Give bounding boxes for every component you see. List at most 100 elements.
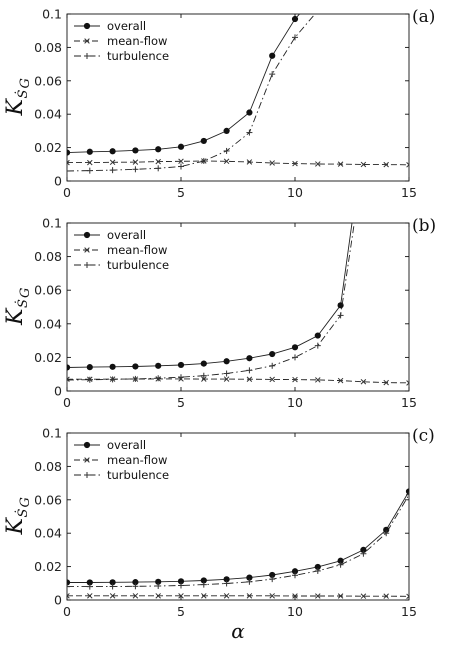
data-point-turbulence [292, 34, 298, 41]
data-point-turbulence [86, 376, 93, 383]
data-point-mean-flow [315, 377, 321, 383]
x-tick-label: 0 [63, 395, 71, 410]
data-point-turbulence [86, 583, 93, 590]
y-tick-label: 0.1 [42, 216, 62, 231]
data-point-overall [155, 578, 162, 585]
data-point-overall [291, 15, 299, 23]
data-point-overall [269, 52, 276, 59]
y-tick-label: 0.1 [42, 7, 62, 22]
series-line-mean-flow [67, 160, 409, 166]
data-point-overall [223, 576, 230, 583]
series-line-turbulence [67, 494, 409, 588]
series-line-overall [67, 491, 409, 583]
data-point-turbulence [178, 582, 184, 589]
x-tick-label: 5 [177, 604, 185, 619]
y-tick-label: 0.06 [34, 283, 62, 298]
data-point-mean-flow [109, 159, 116, 166]
legend-marker-mean-flow [84, 247, 90, 253]
data-point-turbulence [132, 583, 139, 590]
legend-label: overall [107, 438, 146, 452]
data-point-overall [269, 571, 276, 579]
data-point-overall [314, 332, 321, 339]
legend-label: mean-flow [107, 453, 167, 467]
data-point-turbulence [67, 167, 70, 174]
data-point-turbulence [269, 576, 276, 583]
x-tick-label: 15 [401, 604, 417, 619]
data-point-overall [360, 546, 367, 554]
series-line-turbulence [67, 14, 316, 172]
data-point-overall [132, 147, 139, 154]
data-point-overall [109, 579, 116, 586]
data-point-turbulence [178, 163, 184, 170]
legend-label: mean-flow [107, 243, 167, 257]
x-tick-label: 15 [401, 185, 417, 200]
data-point-mean-flow [87, 593, 93, 599]
data-point-overall [132, 363, 139, 370]
series-line-mean-flow [67, 378, 409, 384]
data-point-turbulence [109, 583, 116, 590]
y-axis-label: KṠG [3, 78, 33, 116]
data-point-mean-flow [269, 160, 275, 166]
data-point-turbulence [109, 167, 116, 174]
y-axis-label-subsub: G [18, 497, 33, 507]
data-point-mean-flow [360, 161, 367, 168]
data-point-mean-flow [315, 161, 321, 167]
y-tick-label: 0.1 [42, 426, 62, 441]
data-point-turbulence [223, 370, 230, 377]
y-axis-label-main: K [3, 307, 28, 326]
data-point-overall [246, 355, 253, 362]
series-turbulence [67, 223, 355, 384]
data-point-mean-flow [292, 376, 298, 383]
data-point-overall [86, 364, 93, 371]
data-point-overall [67, 149, 71, 156]
y-tick-label: 0 [54, 174, 62, 189]
data-point-turbulence [406, 491, 409, 498]
data-point-turbulence [246, 578, 253, 585]
data-point-mean-flow [87, 159, 93, 166]
data-point-overall [67, 579, 71, 586]
data-point-turbulence [383, 530, 390, 537]
data-point-overall [177, 143, 185, 150]
y-tick-label: 0.06 [34, 73, 62, 88]
x-tick-label: 15 [401, 395, 417, 410]
legend-marker-overall [83, 441, 91, 449]
series-mean-flow [67, 158, 409, 168]
series-turbulence [67, 491, 409, 590]
data-point-turbulence [360, 550, 367, 557]
data-point-turbulence [223, 580, 230, 587]
data-point-turbulence [337, 561, 344, 568]
data-point-turbulence [246, 367, 253, 374]
legend-marker-overall [83, 22, 91, 30]
data-point-overall [246, 109, 253, 116]
y-tick-label: 0.02 [34, 559, 62, 574]
panel-label: (c) [412, 426, 435, 446]
data-point-turbulence [178, 374, 184, 381]
data-point-overall [155, 146, 162, 153]
data-point-mean-flow [337, 377, 344, 384]
data-point-turbulence [67, 583, 70, 590]
series-line-mean-flow [67, 595, 409, 597]
data-point-overall [109, 363, 116, 370]
y-axis-label-sub: Ṡ [14, 299, 31, 308]
data-point-overall [223, 358, 230, 365]
legend-marker-turbulence [84, 262, 90, 268]
series-overall [67, 223, 353, 371]
data-point-mean-flow [383, 161, 389, 168]
data-point-mean-flow [383, 593, 389, 599]
data-point-overall [200, 137, 207, 145]
data-point-mean-flow [201, 376, 207, 382]
data-point-overall [291, 568, 299, 575]
legend-marker-mean-flow [84, 457, 90, 463]
data-point-turbulence [292, 354, 298, 361]
data-point-mean-flow [406, 593, 409, 600]
y-tick-label: 0.08 [34, 459, 62, 474]
data-point-mean-flow [67, 376, 70, 382]
axes-frame [66, 432, 410, 601]
data-point-turbulence [200, 581, 207, 588]
y-axis-label-subsub: G [18, 288, 33, 298]
data-point-mean-flow [155, 593, 161, 599]
data-point-overall [67, 364, 71, 371]
data-point-mean-flow [67, 159, 70, 166]
x-axis-label: α [231, 619, 245, 643]
y-axis-label: KṠG [3, 288, 33, 326]
